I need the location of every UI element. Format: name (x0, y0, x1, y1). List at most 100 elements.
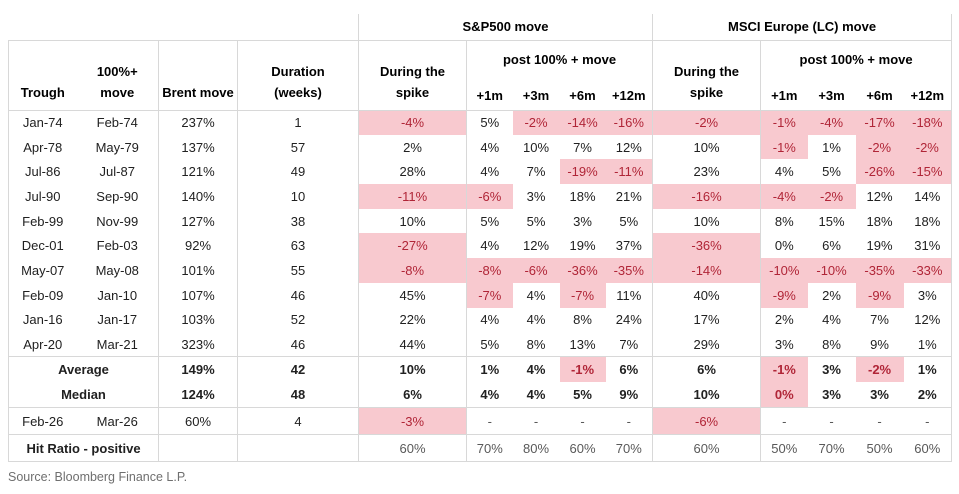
table-cell: 124% (158, 382, 238, 408)
col-header-brent: Brent move (158, 39, 238, 110)
table-cell: 101% (158, 258, 238, 283)
table-cell: 31% (903, 233, 953, 259)
table-cell: Jan-10 (97, 287, 138, 303)
table-cell: 46 (237, 282, 359, 308)
table-cell: Apr-20 (8, 332, 77, 357)
table-cell: 4 (237, 407, 359, 435)
table-cell: 4% (526, 287, 546, 303)
table-cell: -15% (903, 159, 953, 185)
table-cell: 60% (559, 434, 606, 463)
table-cell: 21% (615, 188, 642, 204)
table-cell: Dec-01 (8, 233, 77, 259)
table-cell: 103% (158, 307, 238, 333)
table-cell: 46 (237, 332, 359, 357)
table-cell: -26% (855, 159, 904, 185)
table-cell: -2% (855, 134, 904, 160)
table-cell: 140% (158, 184, 238, 209)
table-cell: - (855, 407, 904, 435)
table-cell: May-07 (8, 258, 77, 283)
summary-row: Median 124% 48 6% 4% 4% 5% 9% 10% 0% 3% 3% 2% (8, 382, 953, 408)
table-cell: 2% (903, 382, 953, 408)
table-cell: Jul-86 (8, 159, 77, 185)
table-cell: - (605, 407, 653, 435)
table-cell: 18% (569, 188, 596, 204)
table-cell: 3% (526, 188, 546, 204)
table-cell: -8% (358, 258, 467, 283)
group-header-msci: MSCI Europe (LC) move (652, 14, 953, 40)
table-cell: 38 (237, 208, 359, 234)
table-cell: Jan-74 (8, 109, 77, 135)
row-label: Median (8, 382, 159, 408)
table-cell: 70% (605, 434, 653, 463)
table-cell: 121% (158, 159, 238, 185)
table-cell: 12% (903, 307, 953, 333)
table-cell: 10 (237, 184, 359, 209)
table-cell: 11% (616, 287, 642, 303)
table-cell: 50% (760, 434, 808, 463)
table-cell: 14% (903, 184, 953, 209)
table-cell: 92% (158, 233, 238, 259)
table-cell: -2% (855, 356, 904, 383)
table-cell: 5% (466, 332, 513, 357)
table-cell: 50% (855, 434, 904, 463)
table-cell: 80% (512, 434, 560, 463)
table-cell: -11% (605, 159, 653, 185)
table-cell: 49 (237, 159, 359, 185)
table-cell: -10% (807, 258, 856, 283)
table-cell: 37% (615, 238, 642, 254)
table-cell: -3% (358, 407, 467, 435)
table-cell: 7% (870, 312, 889, 328)
table-cell: -35% (855, 258, 904, 283)
table-cell: -9% (855, 282, 904, 308)
table-cell: 5% (573, 387, 592, 403)
hit-ratio-row: Hit Ratio - positive 60% 70% 80% 60% 70% 60% 50… (8, 434, 953, 463)
col-header-msci-post-move: post 100% + move (760, 39, 953, 78)
table-cell: 3% (822, 387, 841, 403)
table-cell: 107% (158, 282, 238, 308)
table-cell: 4% (466, 307, 513, 333)
table-cell: 42 (237, 356, 359, 383)
table-cell: Jan-16 (8, 307, 77, 333)
table-cell: -2% (652, 109, 761, 135)
table-cell: -4% (358, 109, 467, 135)
table-cell: 70% (466, 434, 513, 463)
current-spike-row: Feb-26 Mar-26 60% 4 -3% - - - - -6% - - - - (8, 407, 953, 435)
table-cell: 28% (358, 159, 467, 185)
col-header-trough: Trough (8, 39, 77, 110)
row-label: Hit Ratio - positive (8, 434, 159, 463)
table-cell: 3% (807, 356, 856, 383)
table-cell: 60% (158, 407, 238, 435)
table-cell: 4% (466, 233, 513, 259)
table-cell: 4% (466, 159, 513, 185)
table-cell: 7% (526, 164, 546, 180)
table-cell: 7% (573, 139, 592, 155)
table-cell: 0% (760, 382, 808, 408)
table-row: Jul-86 Jul-87 121% 49 28% 4% 7% -19% -11% 23% 4% 5%… (8, 159, 953, 185)
table-cell: 29% (652, 332, 761, 357)
source-note: Source: Bloomberg Finance L.P. (8, 470, 188, 484)
table-cell: 48 (237, 382, 359, 408)
table-cell: 22% (358, 307, 467, 333)
table-cell: 23% (652, 159, 761, 185)
subcol-header-msci-12m: +12m (903, 78, 953, 110)
table-cell: 2% (760, 307, 808, 333)
table-cell: 44% (358, 332, 467, 357)
table-cell (237, 434, 359, 463)
table-cell: 10% (652, 208, 761, 234)
table-cell: Feb-09 (8, 282, 77, 308)
col-header-sp-post-move: post 100% + move (465, 39, 653, 78)
table-cell: 9% (870, 336, 889, 352)
table-cell: 3% (760, 332, 808, 357)
table-cell: -18% (903, 109, 953, 135)
table-cell: 60% (652, 434, 761, 463)
table-cell: 55 (237, 258, 359, 283)
row-label: Average (8, 356, 159, 383)
table-cell: 10% (652, 134, 761, 160)
col-header-peak: 100%+ move (76, 39, 159, 110)
table-cell: 70% (807, 434, 856, 463)
subcol-header-sp-6m: +6m (569, 87, 596, 103)
group-header-spacer (9, 14, 359, 40)
table-cell: 57 (237, 134, 359, 160)
table-cell: Jan-17 (97, 312, 138, 328)
table-cell: -27% (358, 233, 467, 259)
